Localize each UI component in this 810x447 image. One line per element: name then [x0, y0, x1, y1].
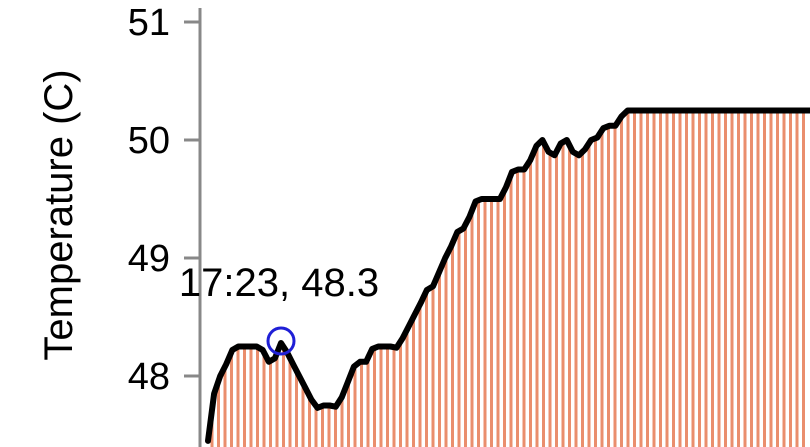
- hover-marker: [266, 326, 296, 356]
- y-tick-label: 51: [128, 2, 170, 44]
- y-tick-label: 48: [128, 356, 170, 398]
- y-tick-label: 49: [128, 238, 170, 280]
- hover-annotation: 17:23, 48.3: [179, 261, 379, 305]
- y-axis-title: Temperature (C): [37, 69, 81, 360]
- area-bars: [210, 110, 805, 447]
- series-line: [205, 107, 810, 444]
- y-tick-label: 50: [128, 120, 170, 162]
- y-ticks: 48 49 50 51: [128, 2, 200, 398]
